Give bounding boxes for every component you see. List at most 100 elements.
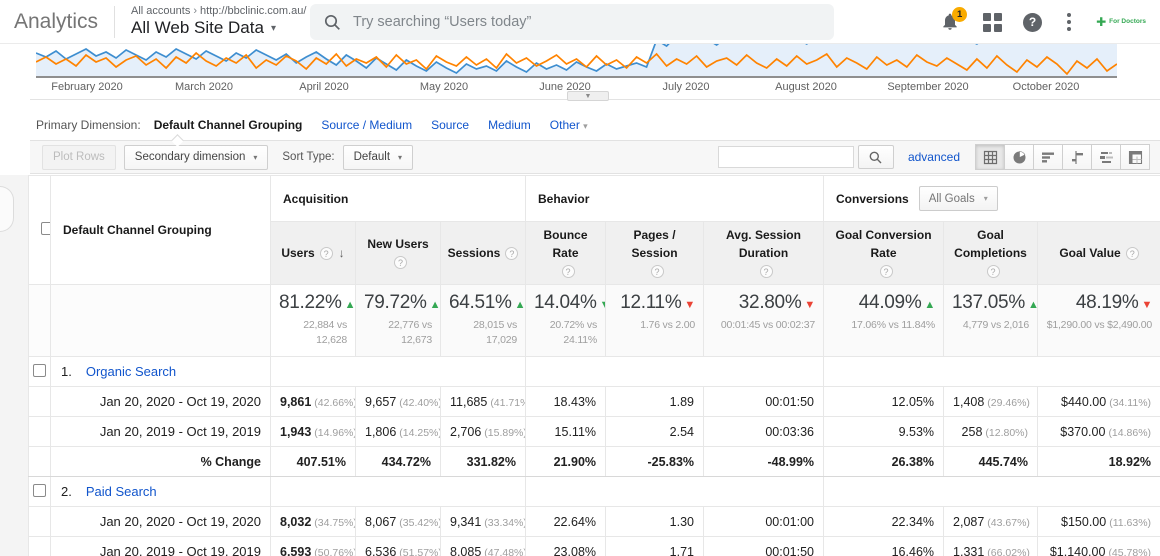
- summary-goal-completions: 137.05% ▲ 4,779 vs 2,016: [943, 283, 1039, 358]
- dimension-option-medium[interactable]: Medium: [488, 118, 531, 132]
- view-comparison-button[interactable]: [1062, 144, 1092, 170]
- apps-grid-button[interactable]: [983, 12, 1003, 32]
- help-icon[interactable]: ?: [319, 247, 333, 261]
- axis-label: September 2020: [887, 81, 969, 93]
- axis-label: March 2020: [174, 81, 234, 93]
- global-search[interactable]: [310, 4, 834, 40]
- global-search-input[interactable]: [353, 14, 773, 30]
- help-icon[interactable]: ?: [986, 265, 1000, 279]
- date-range-label: Jan 20, 2019 - Oct 19, 2019: [50, 536, 271, 556]
- bar-chart-icon: [1041, 152, 1054, 162]
- sidebar-toggle-handle[interactable]: [0, 186, 14, 232]
- term-cloud-icon: [1099, 151, 1113, 163]
- chart-x-axis: February 2020 March 2020 April 2020 May …: [0, 81, 1160, 95]
- trend-down-icon: ▼: [600, 299, 605, 311]
- breadcrumb: All accounts › http://bbclinic.com.au/: [131, 5, 307, 18]
- plot-rows-button[interactable]: Plot Rows: [42, 144, 116, 170]
- view-table-button[interactable]: [975, 144, 1005, 170]
- chevron-down-icon: ▾: [983, 194, 988, 203]
- row-checkbox[interactable]: [33, 363, 46, 377]
- axis-label: May 2020: [419, 81, 469, 93]
- help-icon[interactable]: ?: [1125, 247, 1139, 261]
- overflow-menu-button[interactable]: [1063, 13, 1075, 31]
- table-row: 1. Organic Search: [28, 356, 1160, 388]
- summary-avg-session-duration: 32.80% ▼ 00:01:45 vs 00:02:37: [703, 283, 825, 358]
- summary-users: 81.22% ▲ 22,884 vs 12,628: [270, 283, 356, 358]
- advanced-link[interactable]: advanced: [907, 150, 960, 164]
- chart-collapse-button[interactable]: ▼: [567, 91, 609, 101]
- secondary-dimension-button[interactable]: Secondary dimension ▾: [123, 144, 269, 170]
- dimension-option-other[interactable]: Other ▾: [549, 118, 588, 132]
- dimension-option-default-channel-grouping[interactable]: Default Channel Grouping: [153, 118, 303, 132]
- trend-down-icon: ▼: [684, 299, 696, 311]
- column-header-pages-session[interactable]: Pages / Session?: [605, 221, 705, 285]
- view-toggle-group: [975, 144, 1150, 170]
- chevron-down-icon: ▾: [583, 121, 588, 131]
- help-icon[interactable]: ?: [879, 265, 893, 279]
- column-header-new-users[interactable]: New Users?: [355, 221, 441, 285]
- trend-down-icon: ▼: [804, 299, 816, 311]
- view-pivot-button[interactable]: [1120, 144, 1150, 170]
- trend-up-icon: ▲: [429, 299, 441, 311]
- table-icon: [983, 150, 997, 164]
- column-header-goal-value[interactable]: Goal Value?: [1037, 221, 1160, 285]
- table-row: Jan 20, 2020 - Oct 19, 2020 8,032 (34.75%…: [28, 506, 1160, 538]
- analytics-logo: Analytics: [14, 9, 99, 33]
- help-button[interactable]: ?: [1023, 12, 1043, 32]
- help-icon[interactable]: ?: [759, 265, 773, 279]
- sort-type-label: Sort Type:: [282, 151, 335, 163]
- view-term-cloud-button[interactable]: [1091, 144, 1121, 170]
- column-header-goal-conversion-rate[interactable]: Goal Conversion Rate?: [823, 221, 945, 285]
- column-header-dimension[interactable]: Default Channel Grouping: [50, 175, 271, 285]
- pie-chart-icon: [1013, 150, 1025, 163]
- table-search-button[interactable]: [857, 145, 894, 169]
- help-icon[interactable]: ?: [650, 265, 664, 279]
- traffic-sparkline-chart: [36, 44, 1117, 78]
- view-percentage-button[interactable]: [1004, 144, 1034, 170]
- view-performance-button[interactable]: [1033, 144, 1063, 170]
- channel-link-paid-search[interactable]: Paid Search: [85, 484, 157, 500]
- pivot-icon: [1128, 150, 1142, 164]
- chevron-down-icon: ▾: [270, 23, 276, 35]
- row-checkbox[interactable]: [33, 483, 46, 497]
- group-header-conversions: Conversions All Goals ▾: [823, 175, 1160, 222]
- summary-new-users: 79.72% ▲ 22,776 vs 12,673: [355, 283, 441, 358]
- column-header-avg-session-duration[interactable]: Avg. Session Duration?: [703, 221, 825, 285]
- percent-change-row: % Change 407.51% 434.72% 331.82% 21.90% …: [28, 446, 1160, 478]
- column-header-bounce-rate[interactable]: Bounce Rate?: [525, 221, 607, 285]
- account-selector[interactable]: All accounts › http://bbclinic.com.au/ All…: [131, 5, 306, 37]
- all-goals-dropdown[interactable]: All Goals ▾: [918, 186, 998, 211]
- table-row: Jan 20, 2019 - Oct 19, 2019 6,593 (50.76%…: [28, 536, 1160, 556]
- table-search-input[interactable]: [717, 146, 854, 168]
- notifications-button[interactable]: 1: [940, 7, 968, 33]
- table-toolbar: Plot Rows Secondary dimension ▾ Sort Type…: [30, 140, 1160, 174]
- table-row: Jan 20, 2019 - Oct 19, 2019 1,943 (14.96%…: [28, 416, 1160, 448]
- table-row: 2. Paid Search: [28, 476, 1160, 508]
- group-header-acquisition: Acquisition: [269, 175, 527, 222]
- left-gutter: [0, 175, 28, 556]
- channel-link-organic-search[interactable]: Organic Search: [85, 364, 177, 380]
- select-all-checkbox[interactable]: [41, 222, 50, 235]
- dimension-option-source-medium[interactable]: Source / Medium: [321, 118, 413, 132]
- column-header-sessions[interactable]: Sessions?: [439, 221, 527, 285]
- summary-sessions: 64.51% ▲ 28,015 vs 17,029: [439, 283, 527, 358]
- search-icon: [324, 14, 340, 30]
- summary-pages-session: 12.11% ▼ 1.76 vs 2.00: [605, 283, 705, 358]
- sort-type-dropdown[interactable]: Default ▾: [342, 144, 414, 170]
- axis-label: July 2020: [662, 81, 710, 93]
- table-row: Jan 20, 2020 - Oct 19, 2020 9,861 (42.66%…: [28, 386, 1160, 418]
- channel-grouping-table: Default Channel Grouping Acquisition Beh…: [28, 175, 1160, 556]
- partner-logo[interactable]: ✚ For Doctors: [1096, 15, 1146, 29]
- dimension-option-source[interactable]: Source: [431, 118, 470, 132]
- question-icon: ?: [1028, 15, 1037, 29]
- column-header-users[interactable]: Users? ↓: [270, 221, 356, 285]
- trend-down-icon: ▼: [1141, 299, 1153, 311]
- help-icon[interactable]: ?: [561, 265, 575, 279]
- chevron-down-icon: ▾: [398, 152, 403, 162]
- help-icon[interactable]: ?: [394, 256, 407, 270]
- column-header-goal-completions[interactable]: Goal Completions?: [943, 221, 1039, 285]
- help-icon[interactable]: ?: [505, 247, 519, 261]
- axis-label: February 2020: [51, 81, 123, 93]
- group-header-behavior: Behavior: [525, 175, 825, 222]
- chevron-down-icon: ▾: [253, 152, 258, 162]
